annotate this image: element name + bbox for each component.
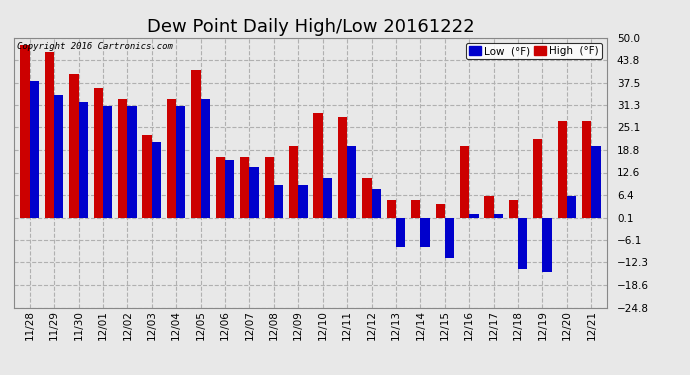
Bar bbox=[289, 146, 298, 218]
Bar bbox=[298, 186, 308, 218]
Bar bbox=[79, 102, 88, 218]
Bar bbox=[54, 95, 63, 218]
Text: Copyright 2016 Cartronics.com: Copyright 2016 Cartronics.com bbox=[17, 42, 172, 51]
Bar bbox=[313, 113, 323, 218]
Bar bbox=[323, 178, 332, 218]
Bar bbox=[484, 196, 493, 218]
Bar bbox=[240, 157, 250, 218]
Bar bbox=[274, 186, 283, 218]
Bar bbox=[250, 168, 259, 218]
Bar bbox=[533, 139, 542, 218]
Bar bbox=[118, 99, 128, 218]
Bar bbox=[338, 117, 347, 218]
Bar bbox=[591, 146, 600, 218]
Bar bbox=[542, 218, 552, 272]
Bar bbox=[396, 218, 405, 247]
Bar bbox=[582, 120, 591, 218]
Bar bbox=[411, 200, 420, 218]
Bar bbox=[469, 214, 478, 218]
Bar bbox=[558, 120, 567, 218]
Bar bbox=[94, 88, 103, 218]
Bar bbox=[264, 157, 274, 218]
Bar bbox=[460, 146, 469, 218]
Bar bbox=[435, 204, 445, 218]
Title: Dew Point Daily High/Low 20161222: Dew Point Daily High/Low 20161222 bbox=[147, 18, 474, 36]
Bar bbox=[518, 218, 527, 268]
Bar bbox=[176, 106, 186, 218]
Bar bbox=[445, 218, 454, 258]
Bar bbox=[225, 160, 235, 218]
Bar bbox=[45, 52, 54, 218]
Bar bbox=[30, 81, 39, 218]
Bar bbox=[152, 142, 161, 218]
Bar bbox=[362, 178, 371, 218]
Bar bbox=[509, 200, 518, 218]
Bar bbox=[216, 157, 225, 218]
Bar bbox=[371, 189, 381, 218]
Bar bbox=[347, 146, 357, 218]
Bar bbox=[201, 99, 210, 218]
Legend: Low  (°F), High  (°F): Low (°F), High (°F) bbox=[466, 43, 602, 59]
Bar bbox=[420, 218, 430, 247]
Bar bbox=[167, 99, 176, 218]
Bar bbox=[493, 214, 503, 218]
Bar bbox=[103, 106, 112, 218]
Bar bbox=[567, 196, 576, 218]
Bar bbox=[21, 45, 30, 218]
Bar bbox=[69, 74, 79, 218]
Bar bbox=[143, 135, 152, 218]
Bar bbox=[191, 70, 201, 218]
Bar bbox=[128, 106, 137, 218]
Bar bbox=[386, 200, 396, 218]
